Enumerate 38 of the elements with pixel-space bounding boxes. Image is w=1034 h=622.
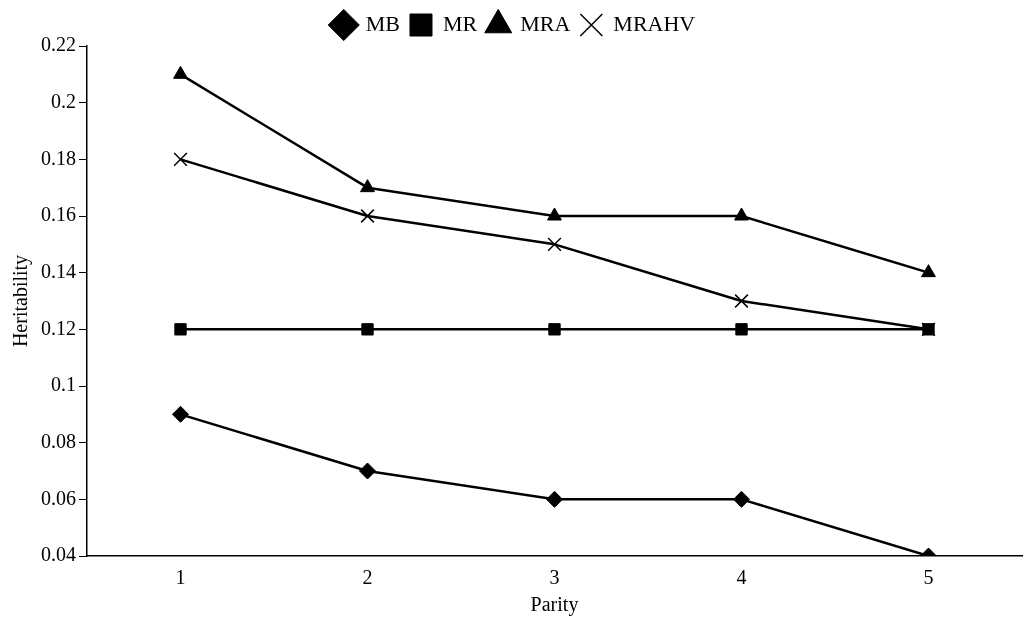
y-tick-label: 0.06 xyxy=(41,486,76,509)
point xyxy=(548,323,561,336)
y-tick-label: 0.16 xyxy=(41,203,76,226)
y-tick-label: 0.22 xyxy=(41,33,76,56)
x-tick-label: 1 xyxy=(175,566,186,589)
y-axis-title: Heritability xyxy=(9,254,33,348)
y-tick-label: 0.12 xyxy=(41,316,76,339)
legend-label: MB xyxy=(365,10,400,36)
point xyxy=(735,323,748,336)
point xyxy=(734,207,749,221)
x-tick-label: 4 xyxy=(736,566,747,589)
point xyxy=(172,405,189,423)
x-axis-title: Parity xyxy=(530,593,579,617)
point xyxy=(173,152,188,167)
point xyxy=(359,462,376,480)
y-tick-label: 0.2 xyxy=(51,89,76,112)
legend-label: MR xyxy=(442,10,478,36)
point xyxy=(360,179,375,193)
point xyxy=(921,264,936,278)
x-tick-label: 5 xyxy=(923,566,934,589)
legend-label: MRAHV xyxy=(613,10,696,36)
y-tick-label: 0.18 xyxy=(41,146,76,169)
y-tick-label: 0.14 xyxy=(41,259,76,282)
x-tick-label: 2 xyxy=(362,566,373,589)
point xyxy=(546,490,563,508)
point xyxy=(734,293,749,309)
point xyxy=(733,490,750,508)
legend-label: MRA xyxy=(520,10,571,36)
y-tick-label: 0.04 xyxy=(41,543,76,566)
x-tick-label: 3 xyxy=(549,566,560,589)
point xyxy=(547,207,562,221)
point xyxy=(174,323,187,336)
point xyxy=(173,65,188,79)
point xyxy=(361,323,374,336)
y-tick-label: 0.08 xyxy=(41,429,76,452)
point xyxy=(547,237,562,252)
y-tick-label: 0.1 xyxy=(51,373,76,396)
point xyxy=(360,208,375,224)
